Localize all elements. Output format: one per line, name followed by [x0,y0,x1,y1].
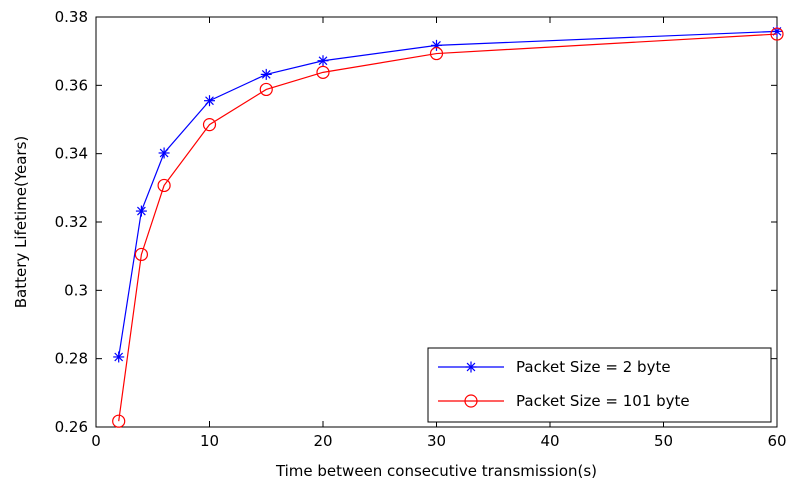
data-point [429,46,444,61]
data-point [113,351,125,363]
x-tick-label: 50 [654,432,673,450]
series-2 [112,27,784,428]
data-point [770,27,784,41]
legend-entry: Packet Size = 101 byte [438,392,690,410]
data-point [316,65,330,79]
asterisk-stroke [318,56,328,66]
legend-marker [464,394,478,408]
asterisk-stroke [114,352,124,362]
data-point [135,205,147,217]
y-tick-label: 0.26 [55,418,88,436]
data-point [112,414,126,428]
data-point [317,55,329,67]
asterisk-stroke [159,148,169,158]
asterisk-stroke [137,206,146,216]
legend: Packet Size = 2 byte Packet Size = 101 by… [427,347,772,423]
legend-marker [465,361,477,373]
y-tick-label: 0.28 [55,350,88,368]
data-point [260,68,272,80]
x-tick-label: 20 [313,432,332,450]
x-tick-label: 60 [767,432,786,450]
legend-entry: Packet Size = 2 byte [438,358,671,376]
series-line [118,33,778,422]
x-tick-label: 40 [540,432,559,450]
x-tick-label: 30 [427,432,446,450]
x-axis-label: Time between consecutive transmission(s) [275,462,597,480]
series-line [118,30,778,358]
y-tick-label: 0.3 [64,281,88,299]
legend-label: Packet Size = 101 byte [516,392,690,410]
series-layer [112,25,784,428]
legend-box [427,347,772,423]
data-point [259,82,273,97]
asterisk-stroke [205,96,214,106]
asterisk-stroke [261,70,271,79]
x-tick-label: 10 [200,432,219,450]
x-tick-label: 0 [91,432,101,450]
data-point [158,147,170,159]
y-tick-label: 0.38 [55,8,88,26]
y-tick-label: 0.34 [55,145,88,163]
legend-label: Packet Size = 2 byte [516,358,671,376]
y-tick-label: 0.36 [55,76,88,94]
data-point [157,178,171,193]
data-point [204,95,215,107]
data-point [134,247,148,262]
asterisk-stroke [466,362,476,372]
data-point [431,39,442,51]
y-axis-label: Battery Lifetime(Years) [12,136,30,309]
data-point [202,118,217,132]
y-tick-label: 0.32 [55,213,88,231]
